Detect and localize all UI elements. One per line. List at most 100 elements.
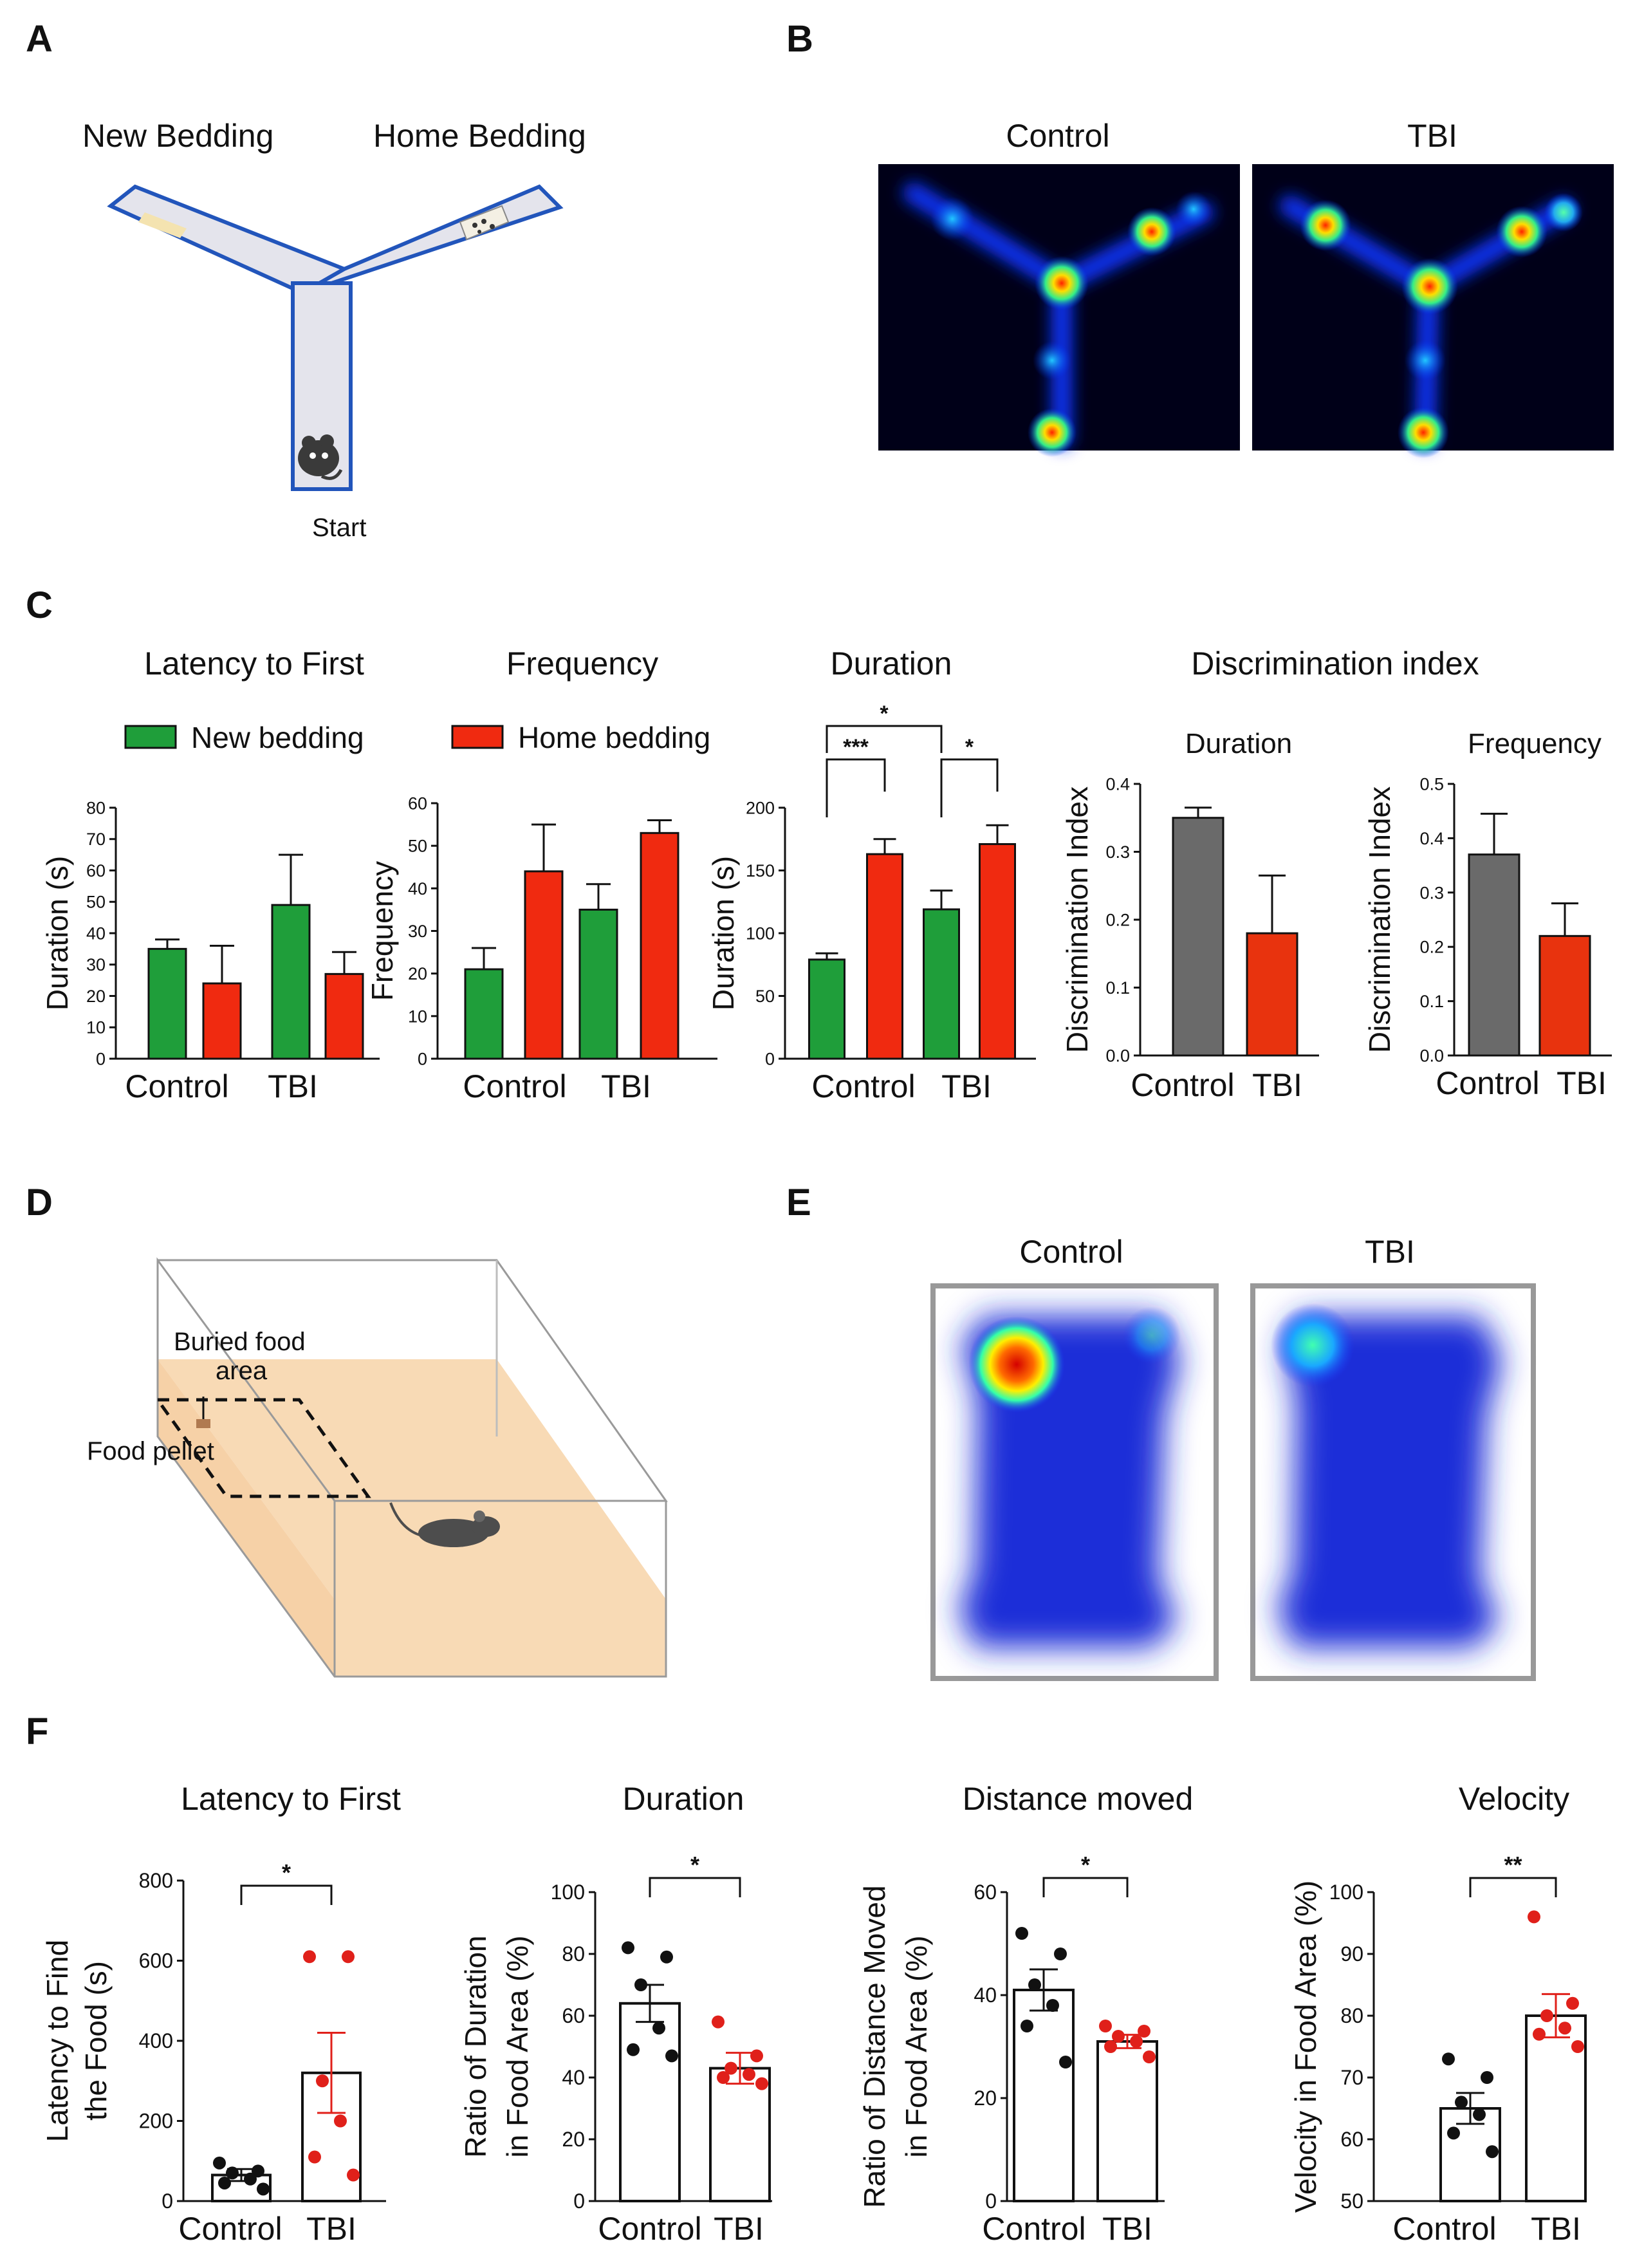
y-tick-label: 60 [974,1881,997,1904]
y-tick-label: 20 [974,2087,997,2110]
y-axis-label: Latency to Find [41,1940,74,2143]
bar [709,2067,771,2203]
data-point [1130,2035,1143,2048]
y-tick-label: 70 [86,830,106,849]
significance-bracket [649,1877,741,1897]
y-tick-label: 800 [139,1869,173,1892]
y-tick-label: 50 [755,987,775,1006]
y-tick-label: 40 [86,924,106,943]
data-point [213,2156,226,2170]
y-tick-label: 20 [86,987,106,1006]
bar [1013,1989,1075,2202]
y-axis-label: Duration (s) [707,856,740,1010]
y-tick-label: 80 [1340,2004,1363,2027]
chart-f-velocity: 50 60 70 80 90 100 Velocity Control TBI ** Velocit… [1289,1781,1587,2247]
category-label: TBI [1252,1067,1302,1103]
food-pellet-icon [196,1419,210,1428]
y-tick-label: 600 [139,1949,173,1973]
y-tick-label: 0 [418,1049,427,1068]
data-point [1442,2052,1455,2066]
chart-c-duration: 0 50 100 150 200 Duration Control TBI Duration (… [707,646,1036,1104]
data-point [226,2166,239,2180]
y-axis-label: Ratio of Distance Moved [858,1885,891,2208]
y-tick-label: 100 [746,924,775,943]
data-point [334,2114,347,2128]
data-point [725,2061,737,2075]
new-bedding-area [138,212,187,238]
category-label: Control [598,2211,701,2247]
data-point [1486,2145,1499,2159]
panel-a: A New Bedding Home Bedding Start [26,18,586,542]
panel-label-c: C [26,584,53,626]
bar [202,982,242,1060]
category-label: Control [982,2211,1085,2247]
data-point [622,1941,634,1955]
arm-label-home-bedding: Home Bedding [373,118,586,154]
data-point [244,2172,257,2186]
y-tick-label: 0.0 [1419,1046,1444,1065]
y-tick-label: 50 [1340,2189,1363,2213]
y-tick-label: 100 [1329,1881,1363,1904]
bar [640,832,679,1060]
buried-food-label-line2: area [216,1357,268,1385]
heatmap-b-title-tbi: TBI [1407,118,1457,154]
y-tick-label: 200 [139,2110,173,2133]
data-point [743,2068,755,2081]
data-point [1143,2050,1156,2063]
bar [147,947,187,1060]
bar [578,908,618,1060]
heatmap-e-title-tbi: TBI [1365,1234,1415,1270]
panel-d: D Buried food area Food pellet [26,1182,668,1678]
panel-label-a: A [26,18,53,60]
legend-label-home-bedding: Home bedding [518,721,710,754]
data-point [665,2049,678,2063]
mouse-icon [298,434,343,480]
significance-label: * [965,735,974,759]
data-point [1015,1927,1028,1940]
bar [619,2002,681,2203]
chart-c-discrimination-duration: 0.0 0.1 0.2 0.3 0.4 Duration Control TBI Discrim… [1060,728,1319,1103]
chart-title: Duration [1185,728,1292,759]
bar [1468,853,1520,1057]
y-axis-label: Velocity in Food Area (%) [1289,1881,1322,2213]
y-tick-label: 0.3 [1419,883,1444,902]
bar [1096,2040,1158,2202]
significance-bracket [940,758,999,817]
chart-title: Velocity [1459,1781,1569,1817]
data-point [627,2043,640,2056]
data-point [1447,2126,1460,2140]
data-point [717,2071,730,2084]
data-point [712,2015,725,2029]
y-tick-label: 0 [985,2189,997,2213]
data-point [755,2077,768,2090]
chart-title: Duration [623,1781,744,1817]
buried-food-label: Buried food [174,1328,306,1356]
y-axis-label: the Food (s) [79,1961,113,2121]
bar [1172,817,1224,1057]
category-label: Control [811,1068,915,1104]
category-label: TBI [601,1068,651,1104]
open-field-box-diagram [154,1257,668,1678]
panel-label-f: F [26,1711,48,1752]
data-point [1528,1910,1540,1924]
y-tick-label: 60 [86,861,106,880]
chart-f-distance: 0 20 40 60 Distance moved Control TBI * Ratio of… [858,1781,1193,2247]
y-tick-label: 100 [551,1881,585,1904]
chart-c-latency: 0 10 20 30 40 50 60 70 80 Latency to First Control… [41,646,380,1104]
y-tick-label: 0.5 [1419,774,1444,794]
significance-label: * [880,702,889,726]
category-label: TBI [1531,2211,1581,2247]
y-tick-label: 30 [86,955,106,974]
data-point [1558,2022,1571,2035]
bar [464,968,504,1060]
bar [866,853,903,1060]
category-label: TBI [268,1068,318,1104]
significance-bracket [1042,1877,1129,1897]
category-label: TBI [1102,2211,1152,2247]
y-axis-label: Duration (s) [41,856,74,1010]
data-point [652,2022,665,2035]
y-tick-label: 50 [86,893,106,912]
bar [324,972,364,1060]
